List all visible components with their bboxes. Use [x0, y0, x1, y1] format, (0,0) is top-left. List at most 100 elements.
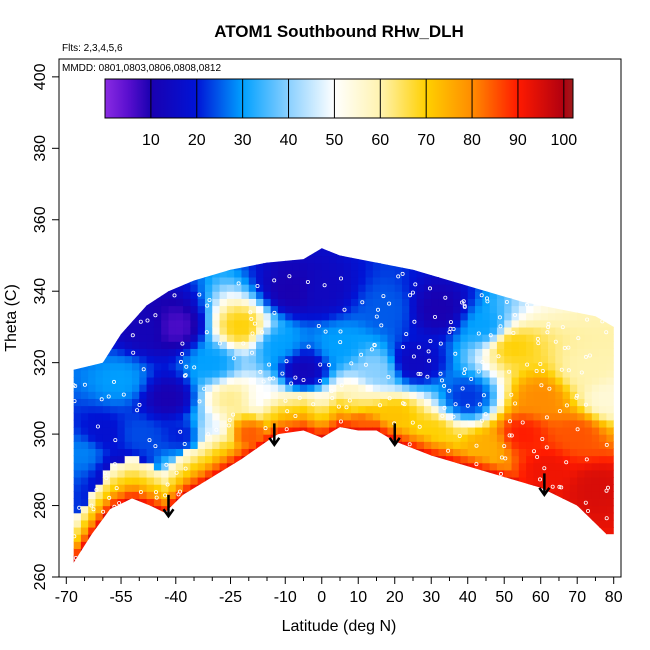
heatmap-cell	[314, 441, 323, 449]
heatmap-cell	[256, 362, 264, 371]
heatmap-cell	[124, 369, 133, 378]
heatmap-cell	[307, 291, 316, 299]
heatmap-cell	[270, 519, 279, 528]
heatmap-cell	[197, 284, 206, 292]
heatmap-cell	[599, 541, 607, 550]
observation-dot	[197, 292, 202, 297]
heatmap-cell	[562, 326, 571, 335]
heatmap-cell	[402, 426, 410, 435]
heatmap-cell	[372, 498, 381, 507]
heatmap-cell	[73, 341, 82, 349]
heatmap-cell	[445, 369, 454, 378]
heatmap-cell	[277, 284, 286, 292]
heatmap-cell	[569, 355, 578, 364]
heatmap-cell	[409, 276, 418, 285]
heatmap-cell	[584, 534, 593, 542]
heatmap-cell	[95, 534, 104, 542]
heatmap-cell	[380, 312, 389, 321]
heatmap-cell	[562, 355, 571, 364]
heatmap-cell	[190, 498, 199, 507]
heatmap-cell	[321, 384, 330, 392]
heatmap-cell	[73, 369, 82, 378]
heatmap-cell	[569, 291, 578, 299]
heatmap-cell	[518, 469, 527, 478]
heatmap-cell	[591, 512, 600, 521]
heatmap-cell	[314, 398, 323, 407]
heatmap-cell	[445, 269, 454, 278]
observation-dot	[153, 490, 158, 495]
heatmap-cell	[212, 526, 221, 535]
heatmap-cell	[584, 419, 593, 428]
heatmap-cell	[277, 362, 286, 371]
heatmap-cell	[584, 384, 593, 392]
heatmap-cell	[336, 248, 345, 249]
heatmap-cell	[606, 441, 614, 449]
observation-dot	[416, 371, 421, 376]
heatmap-cell	[548, 512, 556, 521]
heatmap-cell	[226, 398, 235, 407]
heatmap-cell	[409, 563, 417, 571]
heatmap-cell	[482, 376, 491, 385]
heatmap-cell	[321, 398, 330, 407]
heatmap-cell	[350, 455, 359, 464]
heatmap-cell	[577, 326, 586, 335]
heatmap-cell	[453, 391, 462, 399]
heatmap-cell	[584, 369, 593, 378]
heatmap-cell	[343, 455, 352, 464]
heatmap-cell	[271, 563, 279, 571]
heatmap-cell	[475, 419, 483, 428]
heatmap-cell	[299, 498, 308, 507]
heatmap-cell	[445, 248, 454, 249]
heatmap-cell	[329, 462, 337, 471]
heatmap-cell	[584, 398, 593, 407]
heatmap-cell	[321, 305, 330, 314]
observation-dot	[448, 326, 453, 331]
heatmap-cell	[387, 312, 396, 321]
heatmap-cell	[409, 541, 418, 550]
heatmap-cell	[139, 512, 148, 521]
heatmap-cell	[234, 312, 243, 321]
heatmap-cell	[423, 305, 432, 314]
heatmap-cell	[562, 498, 571, 507]
heatmap-cell	[409, 555, 418, 563]
heatmap-cell	[467, 248, 476, 249]
heatmap-cell	[73, 248, 82, 257]
heatmap-cell	[95, 248, 104, 249]
heatmap-cell	[212, 269, 221, 278]
heatmap-cell	[613, 248, 614, 249]
heatmap-cell	[489, 348, 498, 357]
heatmap-cell	[591, 519, 600, 528]
heatmap-cell	[489, 269, 498, 278]
heatmap-cell	[124, 462, 133, 471]
heatmap-cell	[584, 248, 593, 257]
heatmap-cell	[606, 384, 614, 392]
heatmap-cell	[131, 469, 140, 478]
heatmap-cell	[387, 476, 396, 485]
heatmap-cell	[387, 248, 396, 257]
heatmap-cell	[292, 262, 301, 271]
observation-dot	[183, 466, 188, 471]
heatmap-cell	[204, 255, 213, 264]
heatmap-cell	[153, 498, 162, 507]
heatmap-cell	[292, 505, 301, 514]
heatmap-cell	[321, 362, 330, 371]
observation-dot	[448, 320, 453, 325]
heatmap-cell	[438, 426, 447, 435]
observation-dot	[103, 471, 108, 476]
heatmap-cell	[197, 455, 206, 464]
heatmap-cell	[197, 334, 206, 342]
heatmap-cell	[95, 441, 104, 449]
heatmap-cell	[270, 362, 279, 371]
observation-dot	[502, 444, 507, 449]
heatmap-cell	[533, 541, 542, 550]
observation-dot	[498, 324, 503, 329]
heatmap-cell	[117, 398, 126, 407]
heatmap-cell	[423, 498, 432, 507]
heatmap-cell	[482, 491, 491, 499]
heatmap-cell	[599, 462, 607, 471]
heatmap-cell	[277, 526, 286, 535]
heatmap-cell	[219, 255, 228, 264]
heatmap-cell	[577, 362, 586, 371]
heatmap-cell	[555, 526, 564, 535]
heatmap-cell	[292, 455, 301, 464]
